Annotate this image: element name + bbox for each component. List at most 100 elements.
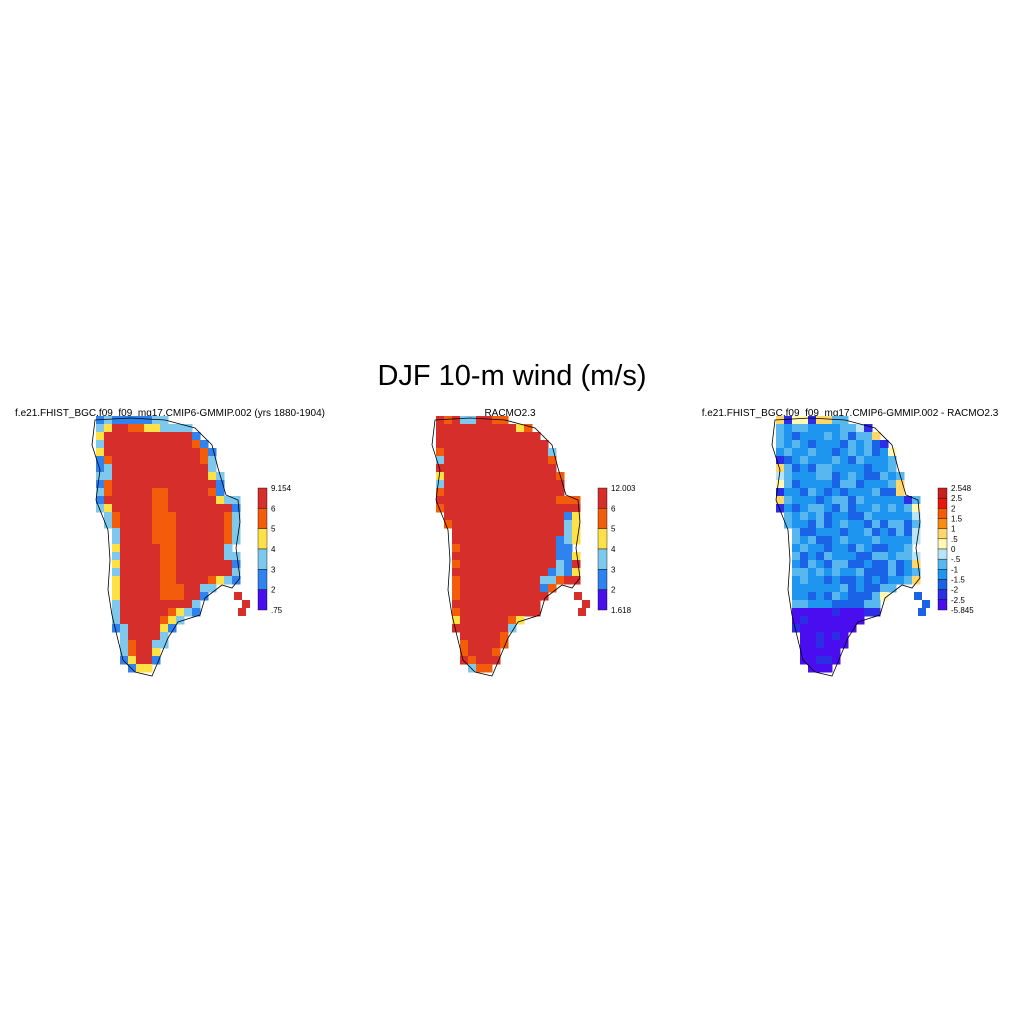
grid-cell [508, 456, 517, 465]
grid-cell [808, 632, 817, 641]
grid-cell [184, 440, 193, 449]
grid-cell [152, 424, 161, 433]
grid-cell [216, 552, 225, 561]
grid-cell [848, 520, 857, 529]
grid-cell [816, 656, 825, 665]
grid-cell [792, 536, 801, 545]
grid-cell [136, 536, 145, 545]
grid-cell [436, 488, 445, 497]
grid-cell [160, 448, 169, 457]
coastline-path [91, 417, 241, 677]
grid-cell [176, 488, 185, 497]
grid-cell [872, 432, 881, 441]
grid-cell [832, 648, 841, 657]
grid-cell [784, 448, 793, 457]
grid-cell [556, 544, 565, 553]
grid-cell [856, 488, 865, 497]
grid-cell [452, 616, 461, 625]
grid-cell [436, 464, 445, 473]
grid-cell [200, 488, 209, 497]
grid-cell [516, 576, 525, 585]
grid-cell [208, 560, 217, 569]
grid-cell [832, 488, 841, 497]
grid-cell [436, 448, 445, 457]
grid-cell [160, 608, 169, 617]
grid-cell [872, 544, 881, 553]
grid-cell [572, 496, 581, 505]
grid-cell [144, 608, 153, 617]
grid-cell [136, 440, 145, 449]
grid-cell [144, 424, 153, 433]
grid-cell [880, 448, 889, 457]
grid-cell [176, 552, 185, 561]
grid-cell [896, 560, 905, 569]
grid-cell [556, 536, 565, 545]
grid-cell [532, 560, 541, 569]
grid-cell [856, 496, 865, 505]
grid-cell [800, 544, 809, 553]
grid-cell [192, 584, 201, 593]
grid-cell [484, 448, 493, 457]
grid-cell [484, 480, 493, 489]
grid-cell [516, 440, 525, 449]
grid-cell [200, 496, 209, 505]
grid-cell [808, 536, 817, 545]
grid-cell [516, 512, 525, 521]
grid-cell [808, 424, 817, 433]
grid-cell [460, 432, 469, 441]
grid-cell [848, 552, 857, 561]
grid-cell [880, 512, 889, 521]
grid-cell [176, 600, 185, 609]
colorbar-label: 2.5 [951, 494, 963, 503]
grid-cell [532, 432, 541, 441]
grid-cell [840, 472, 849, 481]
grid-cell [776, 504, 785, 513]
grid-cell [184, 456, 193, 465]
grid-cell [208, 448, 217, 457]
colorbar-label: -.5 [951, 555, 961, 564]
grid-cell [184, 464, 193, 473]
grid-cell [476, 608, 485, 617]
grid-cell [800, 432, 809, 441]
grid-cell [540, 584, 549, 593]
grid-cell [808, 648, 817, 657]
grid-cell [792, 432, 801, 441]
grid-cell [112, 464, 121, 473]
grid-cell [232, 560, 241, 569]
grid-cell [840, 624, 849, 633]
grid-cell [452, 600, 461, 609]
grid-cell [168, 488, 177, 497]
grid-cell [484, 584, 493, 593]
grid-cell [904, 576, 913, 585]
grid-cell [816, 616, 825, 625]
island-cell [578, 608, 586, 616]
grid-cell [508, 424, 517, 433]
grid-cell [500, 424, 509, 433]
grid-cell [832, 512, 841, 521]
grid-cell [460, 424, 469, 433]
grid-cell [572, 512, 581, 521]
grid-cell [476, 632, 485, 641]
grid-cell [460, 616, 469, 625]
grid-cell [840, 552, 849, 561]
grid-cell [516, 432, 525, 441]
grid-cell [824, 456, 833, 465]
grid-cell [112, 520, 121, 529]
grid-cell [840, 616, 849, 625]
grid-cell [136, 488, 145, 497]
grid-cell [136, 648, 145, 657]
grid-cell [872, 440, 881, 449]
grid-cell [904, 520, 913, 529]
grid-cell [548, 456, 557, 465]
grid-cell [848, 584, 857, 593]
grid-cell [176, 576, 185, 585]
grid-cell [532, 536, 541, 545]
grid-cell [792, 552, 801, 561]
grid-cell [436, 424, 445, 433]
colorbar-label: 1 [951, 525, 956, 534]
grid-cell [176, 456, 185, 465]
grid-cell [216, 512, 225, 521]
grid-cell [792, 608, 801, 617]
grid-cell [492, 600, 501, 609]
grid-cell [524, 592, 533, 601]
